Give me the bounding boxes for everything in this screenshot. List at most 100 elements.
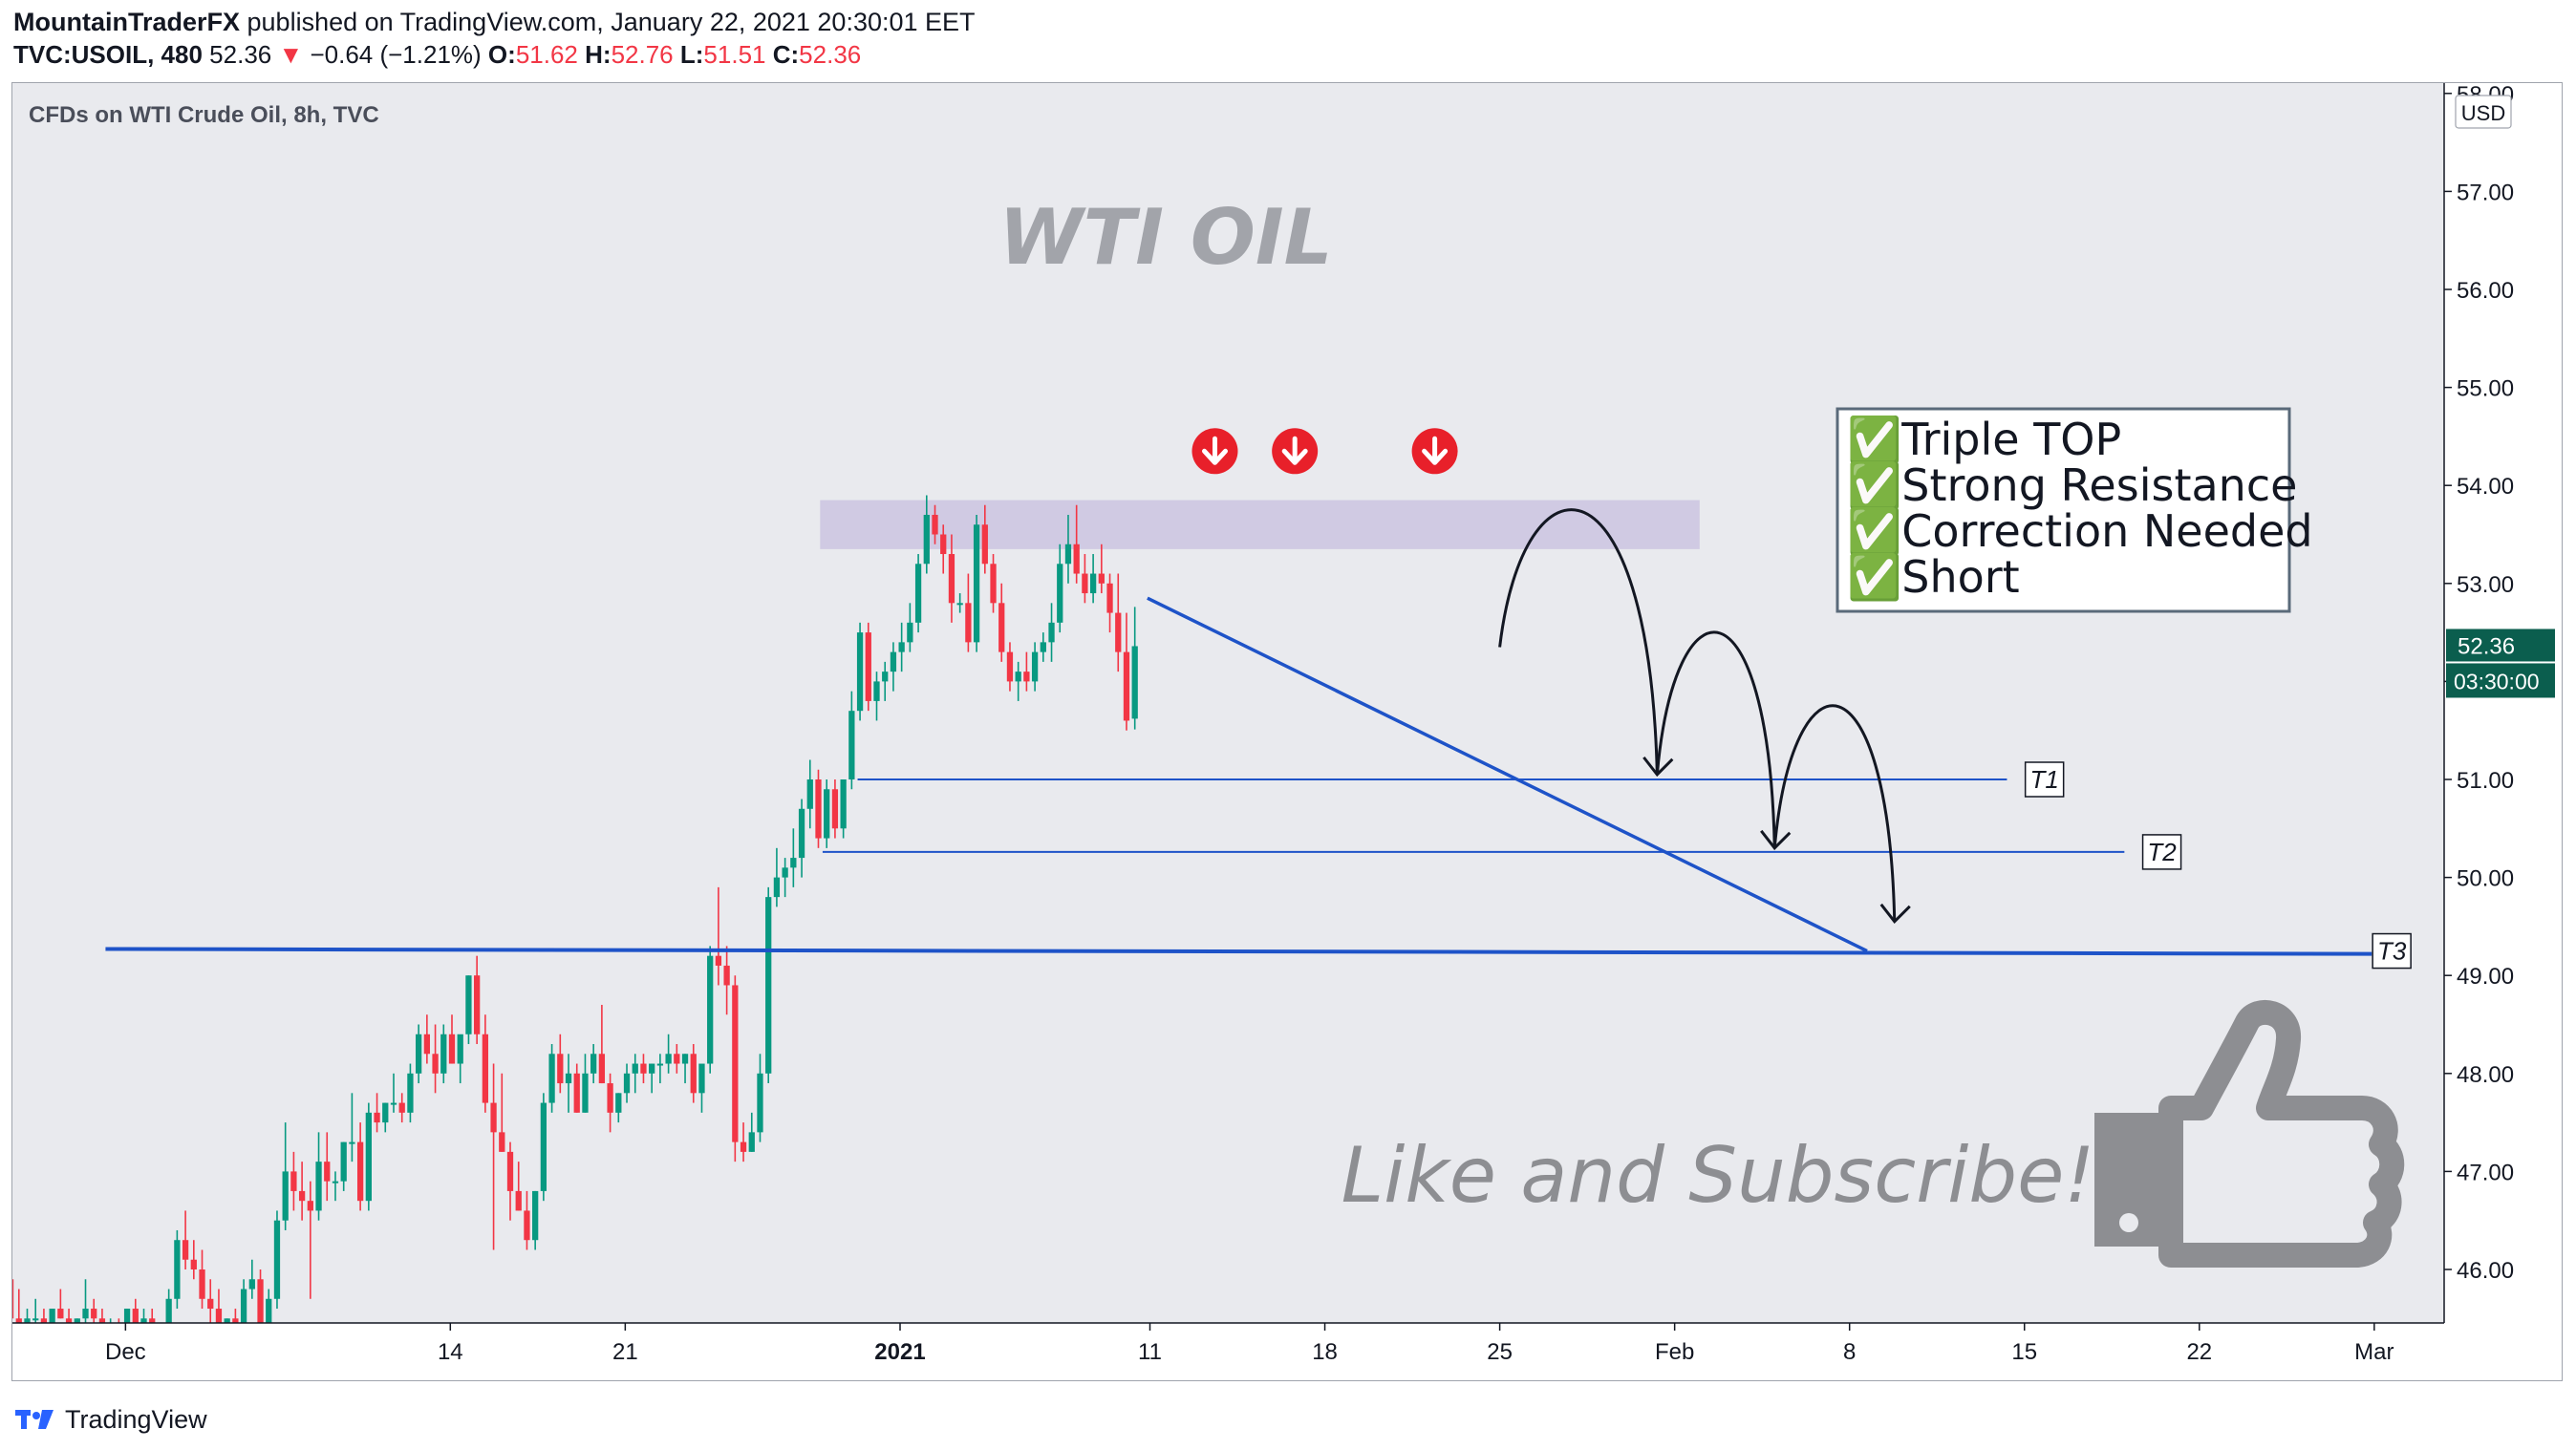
- candle[interactable]: [715, 886, 722, 986]
- candle[interactable]: [1057, 544, 1063, 633]
- candle[interactable]: [649, 1063, 655, 1094]
- candle[interactable]: [315, 1132, 322, 1221]
- candle[interactable]: [757, 1054, 763, 1142]
- candle[interactable]: [65, 1309, 73, 1338]
- candle[interactable]: [432, 1024, 439, 1094]
- candle[interactable]: [615, 1093, 622, 1123]
- candle[interactable]: [382, 1102, 389, 1133]
- candle[interactable]: [15, 1289, 22, 1338]
- candle[interactable]: [474, 955, 481, 1045]
- candle[interactable]: [548, 1044, 555, 1113]
- candle[interactable]: [207, 1279, 214, 1328]
- candle[interactable]: [748, 1112, 755, 1152]
- candle[interactable]: [415, 1024, 422, 1084]
- candle[interactable]: [174, 1229, 181, 1310]
- candle[interactable]: [773, 847, 781, 907]
- candle[interactable]: [590, 1044, 597, 1084]
- candle[interactable]: [582, 1054, 589, 1113]
- candle[interactable]: [158, 1329, 163, 1358]
- candle[interactable]: [257, 1269, 264, 1338]
- candle[interactable]: [398, 1093, 405, 1123]
- candle[interactable]: [873, 672, 880, 721]
- candle[interactable]: [266, 1289, 272, 1338]
- candle[interactable]: [923, 495, 930, 574]
- candle[interactable]: [598, 1004, 606, 1084]
- candle[interactable]: [607, 1073, 613, 1133]
- candle[interactable]: [1040, 632, 1046, 662]
- candle[interactable]: [57, 1289, 64, 1319]
- candle[interactable]: [907, 603, 913, 652]
- candle[interactable]: [1123, 612, 1130, 731]
- candle[interactable]: [865, 622, 871, 712]
- candle[interactable]: [390, 1073, 397, 1113]
- candle[interactable]: [1073, 504, 1080, 584]
- checklist-box[interactable]: ✅Triple TOP✅Strong Resistance✅Correction…: [1835, 407, 2313, 613]
- candle[interactable]: [108, 1318, 114, 1338]
- candle[interactable]: [981, 504, 988, 574]
- candle[interactable]: [506, 1141, 514, 1221]
- candle[interactable]: [640, 1054, 647, 1084]
- candle[interactable]: [856, 622, 864, 721]
- trend-line[interactable]: [1147, 596, 1868, 953]
- candle[interactable]: [365, 1102, 372, 1211]
- projection-arc[interactable]: [1498, 508, 1674, 778]
- candle[interactable]: [8, 1240, 14, 1328]
- last-price-tag[interactable]: 52.36 03:30:00: [2446, 629, 2555, 698]
- candle[interactable]: [1089, 554, 1097, 604]
- candle[interactable]: [690, 1044, 697, 1103]
- candle[interactable]: [932, 504, 938, 544]
- candle[interactable]: [82, 1279, 89, 1328]
- candle[interactable]: [656, 1054, 664, 1084]
- candle[interactable]: [290, 1151, 297, 1211]
- candle[interactable]: [1098, 544, 1105, 594]
- candle[interactable]: [765, 886, 772, 1084]
- candle[interactable]: [123, 1309, 131, 1338]
- candle[interactable]: [40, 1309, 48, 1348]
- candle[interactable]: [132, 1298, 139, 1329]
- candle[interactable]: [540, 1093, 547, 1202]
- candle[interactable]: [1064, 514, 1072, 584]
- candle[interactable]: [948, 534, 955, 623]
- candle[interactable]: [623, 1063, 631, 1103]
- candle[interactable]: [965, 573, 972, 652]
- candle[interactable]: [49, 1309, 55, 1338]
- candle[interactable]: [307, 1181, 313, 1299]
- candle[interactable]: [374, 1093, 380, 1133]
- candle[interactable]: [282, 1122, 289, 1230]
- candle[interactable]: [165, 1289, 172, 1349]
- candle[interactable]: [1023, 651, 1030, 692]
- candle[interactable]: [824, 779, 830, 848]
- currency-label[interactable]: USD: [2455, 95, 2512, 129]
- candle[interactable]: [490, 1063, 497, 1250]
- candle[interactable]: [332, 1171, 339, 1202]
- candle[interactable]: [681, 1054, 689, 1084]
- candle[interactable]: [1006, 642, 1014, 692]
- candle[interactable]: [1031, 642, 1039, 692]
- target-tag-t1[interactable]: T1: [2024, 761, 2065, 798]
- candle[interactable]: [215, 1289, 223, 1349]
- candle[interactable]: [199, 1249, 205, 1310]
- candle[interactable]: [407, 1063, 414, 1123]
- candle[interactable]: [240, 1279, 247, 1338]
- candle[interactable]: [740, 1122, 747, 1162]
- candle[interactable]: [914, 554, 922, 633]
- candle[interactable]: [482, 1014, 488, 1113]
- candle[interactable]: [732, 975, 739, 1162]
- candle[interactable]: [798, 799, 805, 878]
- projection-arc[interactable]: [1772, 704, 1911, 925]
- candle[interactable]: [973, 514, 980, 652]
- plot-area[interactable]: [12, 83, 2444, 1323]
- candle[interactable]: [298, 1162, 306, 1221]
- candle[interactable]: [465, 975, 472, 1045]
- candle[interactable]: [324, 1132, 331, 1202]
- candle[interactable]: [674, 1044, 680, 1074]
- candle[interactable]: [1082, 554, 1088, 604]
- candle[interactable]: [815, 769, 822, 848]
- candle[interactable]: [898, 622, 905, 672]
- candle[interactable]: [457, 1034, 463, 1084]
- candle[interactable]: [440, 1024, 447, 1084]
- candle[interactable]: [140, 1309, 147, 1338]
- candle[interactable]: [24, 1309, 31, 1338]
- candle[interactable]: [340, 1141, 347, 1191]
- candle[interactable]: [990, 554, 997, 613]
